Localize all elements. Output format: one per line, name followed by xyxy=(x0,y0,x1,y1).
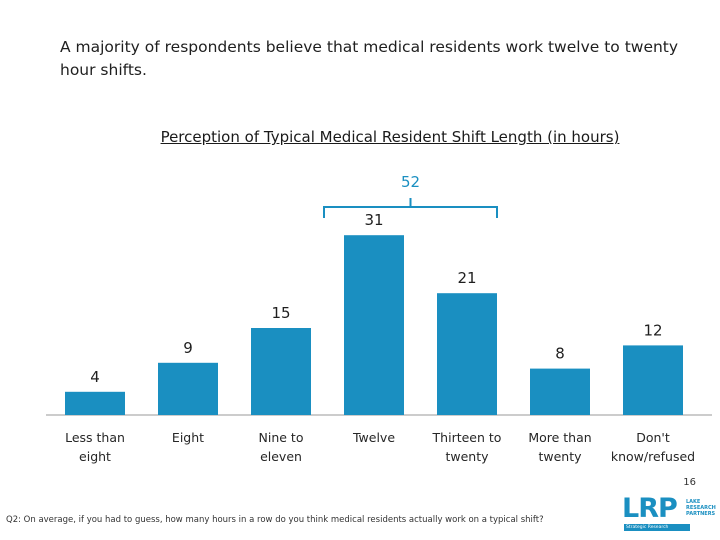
value-label-eight: 9 xyxy=(183,339,193,357)
bar-thirteen-to-twenty xyxy=(437,293,497,415)
value-label-thirteen-to-twenty: 21 xyxy=(457,269,476,287)
category-label-thirteen-to-twenty: Thirteen to twenty xyxy=(432,430,502,464)
bar-nine-to-eleven xyxy=(251,328,311,415)
bracket-group: 52 xyxy=(323,173,498,218)
category-labels-group: Less than eight Eight Nine to eleven Twelve Th… xyxy=(65,430,695,464)
page-number: 16 xyxy=(683,477,696,488)
value-label-less-than-eight: 4 xyxy=(90,368,100,386)
bar-eight xyxy=(158,362,218,415)
category-label-nine-to-eleven: Nine to eleven xyxy=(259,430,304,464)
lrp-logo: LRP LAKE RESEARCH PARTNERS Strategic Res… xyxy=(622,494,718,534)
bracket-line xyxy=(323,198,498,218)
value-label-nine-to-eleven: 15 xyxy=(271,304,290,322)
logo-bar xyxy=(624,524,690,531)
bars-group xyxy=(46,235,712,416)
logo-tagline: Strategic Research xyxy=(626,525,669,530)
bar-more-than-twenty xyxy=(530,368,590,415)
category-label-more-than-twenty: More than twenty xyxy=(528,430,591,464)
category-label-twelve: Twelve xyxy=(352,430,395,445)
category-label-don-t-know-refused: Don't know/refused xyxy=(611,430,695,464)
bar-twelve xyxy=(344,235,404,415)
headline: A majority of respondents believe that m… xyxy=(60,38,679,79)
bar-less-than-eight xyxy=(65,391,125,415)
value-labels-group: 4 9 15 31 21 8 12 xyxy=(90,211,662,386)
bar-don-t-know-refused xyxy=(623,345,683,415)
value-label-more-than-twenty: 8 xyxy=(555,345,565,363)
question-text: Q2: On average, if you had to guess, how… xyxy=(6,515,544,525)
value-label-twelve: 31 xyxy=(364,211,383,229)
category-label-eight: Eight xyxy=(172,430,204,445)
category-label-less-than-eight: Less than eight xyxy=(65,430,125,464)
chart-title: Perception of Typical Medical Resident S… xyxy=(160,128,620,146)
bracket-value-label: 52 xyxy=(401,173,420,191)
logo-side-text: LAKE RESEARCH PARTNERS xyxy=(686,499,716,517)
logo-letters: LRP xyxy=(622,493,678,524)
value-label-don-t-know-refused: 12 xyxy=(643,321,662,339)
